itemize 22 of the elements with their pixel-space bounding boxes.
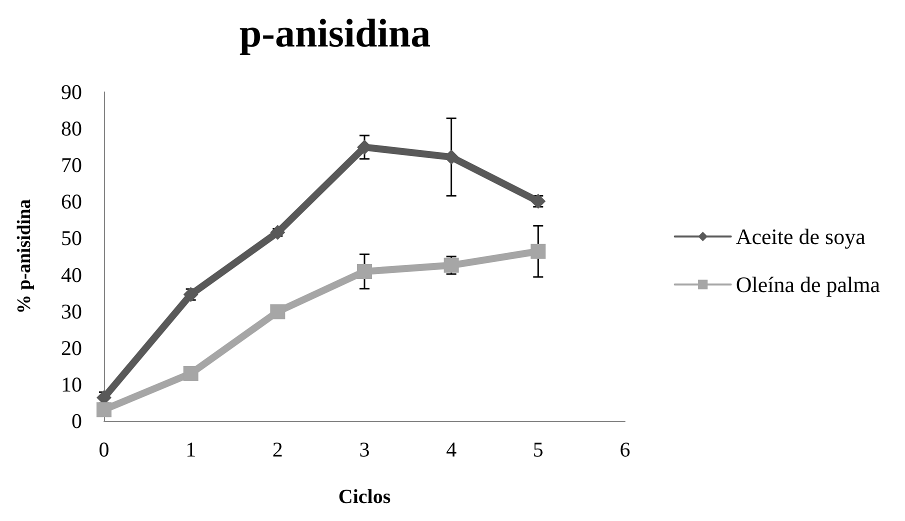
y-tick-label: 0 bbox=[72, 409, 82, 433]
x-axis-title: Ciclos bbox=[338, 486, 391, 508]
y-tick-label: 40 bbox=[61, 262, 82, 287]
y-tick-label: 30 bbox=[61, 299, 82, 324]
x-tick-label: 0 bbox=[98, 438, 110, 462]
y-tick-label: 50 bbox=[61, 226, 82, 250]
y-axis-title: % p-anisidina bbox=[14, 198, 35, 314]
x-tick-label: 5 bbox=[532, 438, 544, 462]
y-tick-label: 60 bbox=[61, 190, 82, 214]
legend-label: Aceite de soya bbox=[736, 224, 866, 249]
y-tick-label: 80 bbox=[61, 116, 82, 141]
x-tick-label: 1 bbox=[186, 438, 196, 462]
chart-title: p-anisidina bbox=[239, 10, 431, 56]
legend-label: Oleína de palma bbox=[736, 272, 880, 297]
x-tick-label: 6 bbox=[620, 438, 630, 462]
y-tick-label: 70 bbox=[61, 153, 82, 178]
y-tick-label: 20 bbox=[61, 336, 82, 360]
x-tick-label: 4 bbox=[446, 438, 458, 462]
y-tick-label: 10 bbox=[61, 372, 82, 396]
x-tick-label: 2 bbox=[272, 438, 283, 462]
x-tick-label: 3 bbox=[359, 438, 370, 462]
y-tick-label: 90 bbox=[61, 80, 82, 104]
